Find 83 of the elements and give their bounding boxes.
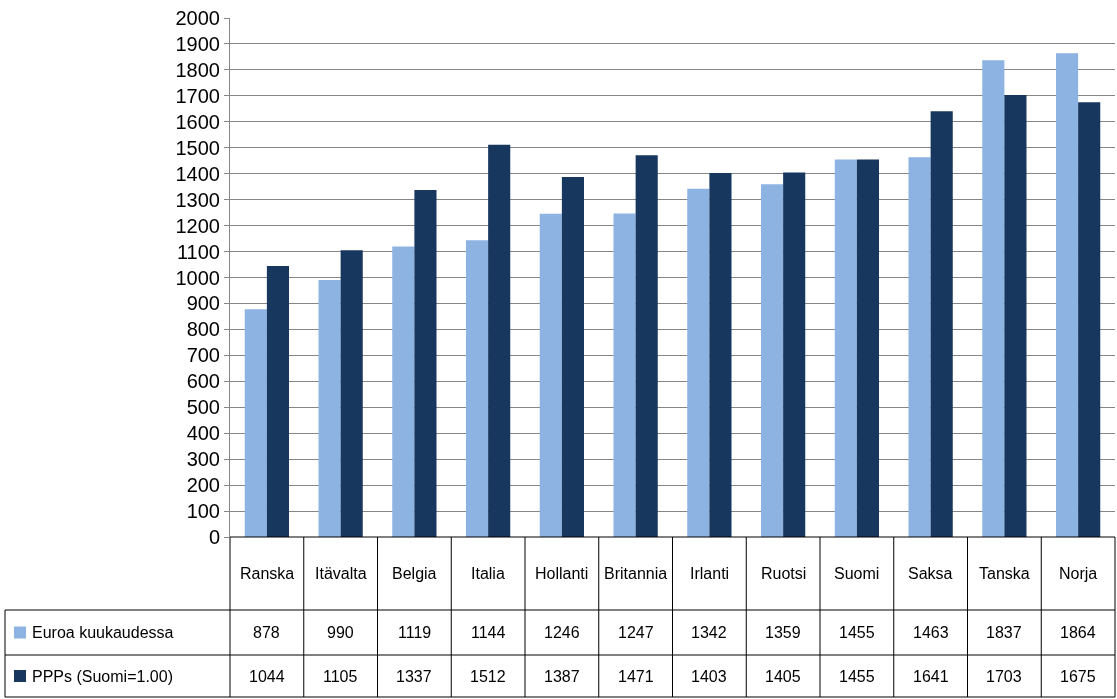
data-label: 1641 (913, 668, 949, 685)
legend-label: Euroa kuukaudessa (32, 624, 174, 641)
data-label: 1387 (544, 668, 580, 685)
y-tick-label: 1700 (175, 84, 220, 107)
data-label: 1105 (323, 668, 358, 685)
x-tick-label: Hollanti (535, 565, 589, 582)
data-label: 1463 (913, 624, 949, 641)
bar (761, 184, 784, 537)
y-tick-label: 700 (186, 344, 220, 367)
data-label: 990 (327, 624, 354, 641)
y-tick-label: 200 (186, 474, 220, 497)
bar (466, 240, 489, 537)
bar (340, 250, 363, 537)
y-tick-label: 300 (186, 448, 220, 471)
bar (687, 188, 710, 537)
bar (318, 280, 341, 537)
bar (635, 155, 658, 537)
data-label: 1837 (986, 624, 1022, 641)
y-tick-label: 1600 (175, 110, 220, 133)
data-label: 1512 (470, 668, 506, 685)
bar (982, 60, 1005, 537)
legend-label: PPPs (Suomi=1.00) (32, 668, 173, 685)
bar (908, 157, 931, 537)
data-label: 1455 (839, 624, 875, 641)
y-tick-label: 2000 (175, 7, 220, 29)
y-tick-label: 800 (186, 318, 220, 341)
y-tick-label: 1000 (175, 266, 220, 289)
data-label: 1471 (618, 668, 654, 685)
bar (1056, 53, 1079, 537)
y-tick-label: 1100 (176, 240, 220, 263)
x-tick-label: Britannia (604, 565, 668, 582)
data-label: 1246 (544, 624, 580, 641)
y-tick-label: 500 (186, 396, 220, 419)
bar (392, 246, 415, 537)
data-label: 1359 (765, 624, 801, 641)
bar (244, 309, 267, 537)
bar (783, 172, 806, 537)
bar (613, 213, 636, 537)
x-tick-label: Ruotsi (761, 565, 807, 582)
y-tick-label: 600 (186, 370, 220, 393)
data-label: 1864 (1060, 624, 1096, 641)
x-tick-label: Belgia (392, 565, 437, 582)
y-tick-label: 100 (186, 500, 220, 523)
y-tick-label: 1300 (175, 188, 220, 211)
x-tick-label: Tanska (979, 565, 1030, 582)
y-tick-label: 400 (186, 422, 220, 445)
bar (414, 190, 437, 537)
bar (709, 172, 732, 537)
bar (930, 111, 953, 537)
y-tick-label: 0 (208, 526, 220, 548)
y-tick-label: 1200 (175, 214, 220, 237)
data-label: 1403 (691, 668, 727, 685)
bar (561, 177, 584, 537)
y-tick-label: 1400 (175, 162, 220, 185)
bar (266, 266, 289, 537)
data-label: 878 (253, 624, 280, 641)
x-tick-label: Itävalta (315, 565, 367, 582)
y-tick-label: 1800 (175, 58, 220, 81)
bar (856, 159, 879, 537)
x-tick-label: Irlanti (690, 565, 730, 582)
data-label: 1455 (839, 668, 875, 685)
bar (1078, 102, 1101, 537)
bar (1004, 95, 1027, 537)
data-label: 1342 (691, 624, 727, 641)
bar (834, 159, 857, 537)
data-label: 1044 (249, 668, 285, 685)
data-label: 1247 (618, 624, 654, 641)
data-label: 1144 (471, 624, 506, 641)
y-tick-label: 900 (186, 292, 220, 315)
y-tick-label: 1900 (175, 32, 220, 55)
data-label: 1675 (1060, 668, 1096, 685)
bar (488, 144, 511, 537)
x-tick-label: Italia (471, 565, 505, 582)
x-tick-label: Suomi (834, 565, 880, 582)
bar (539, 213, 562, 537)
y-tick-label: 1500 (175, 136, 220, 159)
data-label: 1337 (396, 668, 432, 685)
data-label: 1703 (986, 668, 1022, 685)
data-label: 1405 (765, 668, 801, 685)
x-tick-label: Saksa (908, 565, 953, 582)
data-label: 1119 (398, 624, 432, 641)
x-tick-label: Norja (1059, 565, 1098, 582)
x-tick-label: Ranska (240, 565, 295, 582)
